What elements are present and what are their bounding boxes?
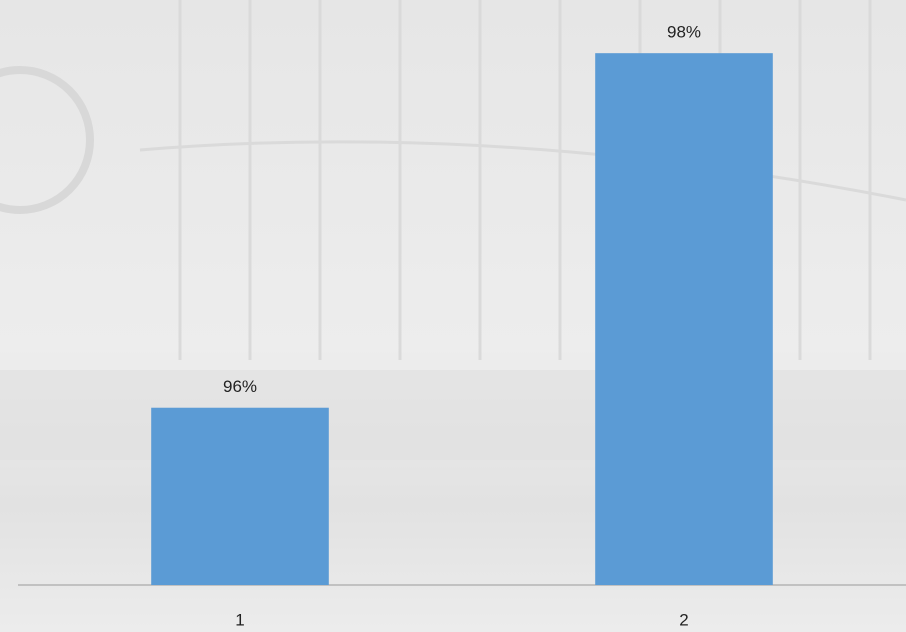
x-tick-label: 1 [235,610,244,629]
x-tick-label: 2 [679,610,688,629]
bar [595,53,773,585]
background-emblem [0,66,94,214]
value-label: 98% [667,23,701,42]
bar [151,407,329,585]
value-label: 96% [223,377,257,396]
